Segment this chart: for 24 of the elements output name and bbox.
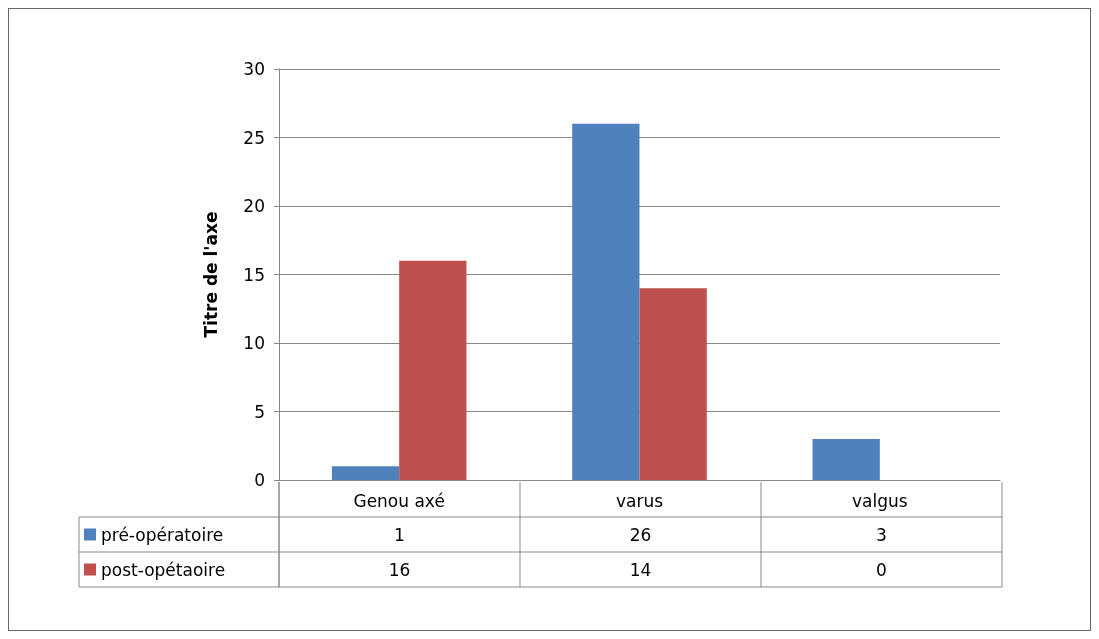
bar (399, 260, 467, 480)
y-tick-label: 25 (243, 127, 265, 148)
y-tick-label: 0 (254, 470, 265, 490)
legend-label: post-opétaoire (101, 559, 226, 580)
y-tick-label: 10 (243, 333, 265, 353)
bar (331, 466, 400, 480)
data-label: 3 (876, 524, 887, 545)
legend-label: pré-opératoire (101, 524, 224, 545)
y-tick-label: 15 (243, 264, 265, 285)
bar (812, 438, 880, 480)
data-label: 14 (629, 559, 652, 580)
bar (639, 288, 707, 480)
x-tick-label: varus (615, 490, 664, 511)
x-tick-label: valgus (852, 490, 908, 511)
data-label: 1 (394, 524, 405, 545)
y-tick-label: 20 (243, 196, 265, 216)
x-tick-label: Genou axé (353, 490, 445, 511)
data-label: 16 (388, 559, 411, 580)
data-label: 0 (876, 559, 887, 580)
y-axis-title: Titre de l'axe (200, 211, 221, 338)
bar (572, 123, 640, 480)
data-label: 26 (629, 524, 652, 545)
y-tick-label: 30 (243, 59, 265, 79)
y-tick-label: 5 (254, 401, 265, 422)
